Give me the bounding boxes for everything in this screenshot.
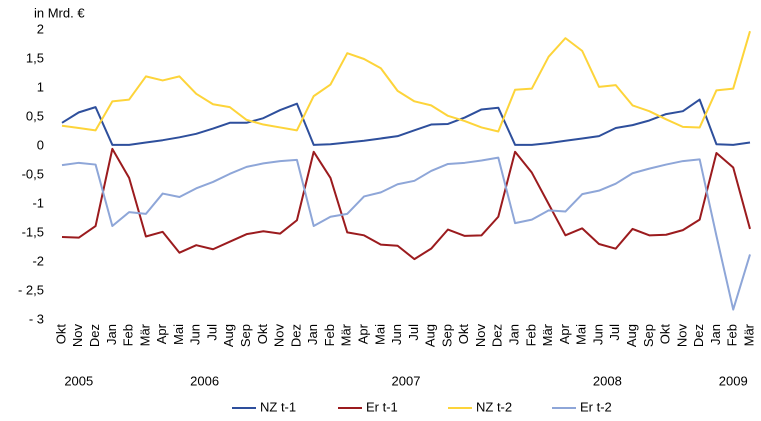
x-tick-label: Feb xyxy=(523,324,538,346)
x-tick-label: Okt xyxy=(255,324,270,345)
series-line xyxy=(61,30,751,133)
x-tick-label: Mär xyxy=(137,323,152,346)
x-tick-label: Sep xyxy=(641,324,656,347)
x-tick-label: Nov xyxy=(272,324,287,348)
legend-label: NZ t-1 xyxy=(260,399,296,414)
x-tick-label: Okt xyxy=(456,324,471,345)
x-tick-label: Apr xyxy=(355,323,370,344)
legend-label: Er t-1 xyxy=(366,399,398,414)
year-label: 2005 xyxy=(64,373,93,388)
y-tick-label: - 2,5 xyxy=(18,282,44,297)
unit-label: in Mrd. € xyxy=(34,5,85,20)
legend-label: Er t-2 xyxy=(580,399,612,414)
x-tick-label: Nov xyxy=(473,324,488,348)
y-tick-label: 1,5 xyxy=(26,50,44,65)
x-tick-label: Jun xyxy=(188,324,203,345)
x-tick-label: Sep xyxy=(439,324,454,347)
x-tick-label: Mai xyxy=(171,324,186,345)
x-tick-label: Jun xyxy=(590,324,605,345)
x-tick-label: Jan xyxy=(104,324,119,345)
y-tick-label: -2 xyxy=(32,253,44,268)
y-tick-label: - 3 xyxy=(29,311,44,326)
x-tick-label: Sep xyxy=(238,324,253,347)
y-tick-label: -1,5 xyxy=(22,224,44,239)
x-tick-label: Jan xyxy=(507,324,522,345)
x-tick-label: Jul xyxy=(406,324,421,341)
x-tick-label: Jul xyxy=(204,324,219,341)
series-line xyxy=(61,147,751,261)
y-tick-label: 1 xyxy=(37,79,44,94)
year-label: 2006 xyxy=(190,373,219,388)
x-tick-label: Aug xyxy=(221,324,236,347)
x-tick-label: Okt xyxy=(658,324,673,345)
x-tick-label: Aug xyxy=(624,324,639,347)
x-tick-label: Apr xyxy=(557,323,572,344)
y-tick-label: -0,5 xyxy=(22,166,44,181)
x-tick-label: Feb xyxy=(322,324,337,346)
x-tick-label: Mai xyxy=(372,324,387,345)
x-tick-label: Nov xyxy=(674,324,689,348)
x-tick-label: Feb xyxy=(121,324,136,346)
year-label: 2008 xyxy=(593,373,622,388)
x-tick-label: Nov xyxy=(70,324,85,348)
x-tick-label: Apr xyxy=(154,323,169,344)
series-line xyxy=(61,98,751,146)
x-tick-label: Dez xyxy=(691,324,706,347)
x-tick-label: Mai xyxy=(574,324,589,345)
x-tick-label: Jul xyxy=(607,324,622,341)
y-tick-label: 2 xyxy=(37,21,44,36)
x-tick-label: Dez xyxy=(288,324,303,347)
year-label: 2009 xyxy=(719,373,748,388)
x-tick-label: Dez xyxy=(87,324,102,347)
y-tick-label: 0,5 xyxy=(26,108,44,123)
x-tick-label: Jan xyxy=(305,324,320,345)
x-tick-label: Mär xyxy=(741,323,756,346)
y-tick-label: 0 xyxy=(37,137,44,152)
x-tick-label: Okt xyxy=(53,324,68,345)
x-tick-label: Mär xyxy=(339,323,354,346)
y-tick-label: -1 xyxy=(32,195,44,210)
x-tick-label: Dez xyxy=(490,324,505,347)
x-tick-label: Feb xyxy=(725,324,740,346)
x-tick-label: Jan xyxy=(708,324,723,345)
series-line xyxy=(61,156,751,311)
x-tick-label: Mär xyxy=(540,323,555,346)
x-tick-label: Aug xyxy=(423,324,438,347)
legend-label: NZ t-2 xyxy=(476,399,512,414)
year-label: 2007 xyxy=(392,373,421,388)
x-tick-label: Jun xyxy=(389,324,404,345)
